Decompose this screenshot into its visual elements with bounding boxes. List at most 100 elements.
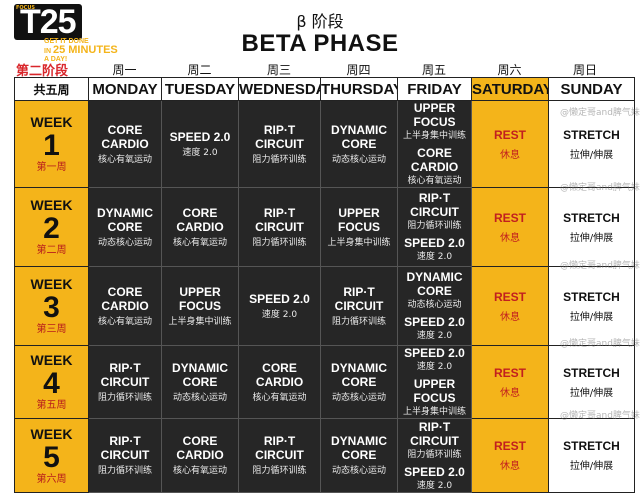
workout-name-chinese: 上半身集中训练	[402, 407, 466, 417]
workout-block: SPEED 2.0 速度 2.0	[399, 315, 471, 342]
workout-cell-wed: RIP·T CIRCUIT 阻力循环训练	[238, 187, 321, 267]
rest-label: REST	[493, 289, 526, 304]
workout-cell-fri: DYNAMIC CORE 动态核心运动 SPEED 2.0 速度 2.0	[397, 266, 472, 346]
workout-cell-fri: SPEED 2.0 速度 2.0 UPPER FOCUS 上半身集中训练	[397, 345, 472, 419]
workout-cell-mon: DYNAMIC CORE 动态核心运动	[88, 187, 162, 267]
workout-name-chinese: 速度 2.0	[416, 362, 453, 372]
week-row: WEEK 3 第三周 CORE CARDIO 核心有氧运动 UPPER FOCUS 上半身集…	[14, 266, 635, 346]
workout-name: CORE CARDIO	[410, 146, 459, 174]
rest-cell: REST 休息	[471, 345, 549, 419]
workout-name: RIP·T CIRCUIT	[334, 284, 384, 313]
workout-name: DYNAMIC CORE	[406, 270, 463, 298]
workout-cell-fri: RIP·T CIRCUIT 阻力循环训练 SPEED 2.0 速度 2.0	[397, 187, 472, 267]
header-friday: FRIDAY	[397, 77, 472, 101]
week-number: 3	[43, 291, 60, 324]
workout-name: SPEED 2.0	[404, 346, 465, 361]
week-cell: WEEK 1 第一周	[14, 100, 89, 188]
workout-cell-fri: UPPER FOCUS 上半身集中训练 CORE CARDIO 核心有氧运动	[397, 100, 472, 188]
day-names-chinese: 周一 周二 周三 周四 周五 周六 周日	[0, 61, 640, 77]
stretch-cell: STRETCH 拉伸/伸展	[548, 345, 635, 419]
watermark: @懒定哥and脾气妹	[560, 411, 640, 421]
workout-name-chinese: 速度 2.0	[416, 252, 453, 262]
rest-label: REST	[493, 439, 526, 453]
stretch-label: STRETCH	[563, 210, 620, 225]
workout-cell-mon: CORE CARDIO 核心有氧运动	[88, 100, 162, 188]
week-number: 4	[43, 367, 60, 400]
workout-name-chinese: 速度 2.0	[416, 480, 453, 491]
workout-name-chinese: 动态核心运动	[407, 300, 462, 310]
week-label: WEEK	[30, 352, 73, 368]
stretch-label: STRETCH	[563, 127, 620, 142]
day-cn-wed: 周三	[266, 63, 291, 77]
header-tuesday: TUESDAY	[161, 77, 239, 101]
workout-cell-mon: CORE CARDIO 核心有氧运动	[88, 266, 162, 346]
week-label-chinese: 第一周	[36, 162, 67, 173]
week-label-chinese: 第三周	[36, 324, 67, 335]
header-sunday: SUNDAY	[548, 77, 635, 101]
workout-name: RIP·T CIRCUIT	[410, 191, 459, 219]
week-row: WEEK 2 第二周 DYNAMIC CORE 动态核心运动 CORE CARDIO 核心有…	[14, 187, 635, 267]
workout-block: SPEED 2.0 速度 2.0	[399, 464, 471, 492]
workout-block: DYNAMIC CORE 动态核心运动	[399, 270, 471, 311]
workout-name: RIP·T CIRCUIT	[100, 360, 150, 389]
watermark: @懒定哥and脾气妹	[560, 261, 640, 271]
workout-name: CORE CARDIO	[101, 284, 149, 313]
weeks-total-header: 共五周	[14, 77, 89, 101]
watermark: @懒定哥and脾气妹	[560, 339, 640, 349]
workout-block: CORE CARDIO 核心有氧运动	[399, 146, 471, 187]
page-title: BETA PHASE	[241, 30, 399, 57]
rest-label: REST	[493, 365, 526, 380]
stretch-cell: STRETCH 拉伸/伸展	[548, 418, 635, 493]
watermark: @懒定哥and脾气妹	[560, 108, 640, 118]
stretch-label-chinese: 拉伸/伸展	[569, 232, 614, 244]
workout-name-chinese: 阻力循环训练	[252, 154, 307, 165]
week-row: WEEK 4 第五周 RIP·T CIRCUIT 阻力循环训练 DYNAMIC CORE 动…	[14, 345, 635, 419]
watermark: @懒定哥and脾气妹	[560, 183, 640, 193]
workout-name-chinese: 动态核心运动	[331, 466, 386, 476]
stage-label: 第二阶段	[16, 64, 69, 79]
header-monday: MONDAY	[88, 77, 162, 101]
week-row: WEEK 5 第六周 RIP·T CIRCUIT 阻力循环训练 CORE CARDIO 核心…	[14, 418, 635, 493]
rest-label-chinese: 休息	[500, 311, 520, 323]
rest-label-chinese: 休息	[500, 387, 520, 399]
workout-name: SPEED 2.0	[169, 129, 231, 144]
workout-name-chinese: 阻力循环训练	[252, 237, 307, 248]
workout-name: RIP·T CIRCUIT	[255, 205, 304, 234]
workout-name: DYNAMIC CORE	[97, 205, 153, 234]
workout-name-chinese: 速度 2.0	[261, 309, 298, 320]
workout-name-chinese: 阻力循环训练	[97, 466, 152, 476]
workout-block: RIP·T CIRCUIT 阻力循环训练	[399, 419, 471, 461]
logo-focus-text: FOCUS	[16, 5, 35, 11]
rest-label-chinese: 休息	[500, 232, 520, 244]
stretch-cell: STRETCH 拉伸/伸展	[548, 100, 635, 188]
rest-label-chinese: 休息	[500, 461, 520, 472]
workout-cell-mon: RIP·T CIRCUIT 阻力循环训练	[88, 345, 162, 419]
workout-block: SPEED 2.0 速度 2.0	[399, 236, 471, 263]
week-label: WEEK	[30, 114, 73, 130]
workout-cell-mon: RIP·T CIRCUIT 阻力循环训练	[88, 418, 162, 493]
workout-name: SPEED 2.0	[404, 236, 465, 250]
workout-cell-tue: UPPER FOCUS 上半身集中训练	[161, 266, 239, 346]
workout-name-chinese: 核心有氧运动	[252, 392, 307, 403]
workout-name-chinese: 动态核心运动	[331, 154, 386, 165]
header-wednesday: WEDNESDAY	[238, 77, 321, 101]
rest-cell: REST 休息	[471, 187, 549, 267]
workout-name-chinese: 上半身集中训练	[327, 237, 391, 248]
workout-name-chinese: 核心有氧运动	[172, 466, 227, 476]
workout-name: RIP·T CIRCUIT	[410, 419, 459, 448]
day-cn-thu: 周四	[346, 63, 371, 77]
stretch-label-chinese: 拉伸/伸展	[569, 387, 614, 399]
week-label-chinese: 第二周	[36, 245, 67, 256]
rest-cell: REST 休息	[471, 100, 549, 188]
workout-cell-thu: DYNAMIC CORE 动态核心运动	[320, 100, 398, 188]
day-cn-fri: 周五	[421, 63, 446, 77]
week-label-chinese: 第五周	[36, 400, 67, 411]
workout-name-chinese: 核心有氧运动	[97, 154, 152, 165]
workout-name: CORE CARDIO	[101, 122, 149, 151]
week-cell: WEEK 3 第三周	[14, 266, 89, 346]
workout-name-chinese: 动态核心运动	[172, 392, 227, 403]
day-cn-tue: 周二	[187, 63, 212, 77]
workout-name: SPEED 2.0	[404, 464, 465, 479]
workout-name: RIP·T CIRCUIT	[255, 434, 304, 462]
workout-name: DYNAMIC CORE	[172, 360, 228, 389]
